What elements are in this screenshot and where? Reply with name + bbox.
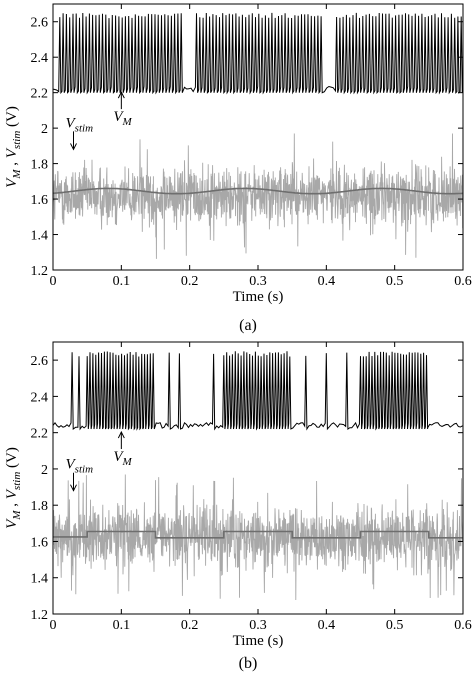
stim-noise-series bbox=[53, 474, 463, 601]
chart-panel-a: 0 0.1 0.2 0.3 0.4 0.5 0.6 1.2 1.4 1.6 1.8 2 2.2 2.4 2.… bbox=[4, 3, 472, 305]
x-tick-label: 0.6 bbox=[454, 618, 472, 633]
stim-mean-series bbox=[53, 530, 463, 539]
y-axis-label-v1: V bbox=[4, 518, 20, 529]
y-tick-label: 2 bbox=[41, 122, 48, 137]
annotation-label: VM bbox=[113, 109, 132, 128]
y-tick-label: 1.4 bbox=[31, 229, 49, 244]
plot-area bbox=[53, 351, 463, 601]
x-tick-label: 0.4 bbox=[318, 274, 336, 289]
stim-noise-series bbox=[53, 133, 463, 259]
x-tick-label: 0.3 bbox=[249, 618, 267, 633]
annotation-sub: M bbox=[122, 456, 133, 468]
y-tick-label: 2.6 bbox=[31, 354, 49, 369]
y-axis-label-s2: stim bbox=[11, 131, 23, 149]
y-axis-label-v2: V bbox=[4, 488, 20, 499]
annotation-base: V bbox=[113, 449, 124, 465]
x-tick-label: 0.3 bbox=[249, 274, 267, 289]
y-tick-label: 2.4 bbox=[31, 51, 49, 66]
y-axis-label: VM , Vstim (V) bbox=[4, 447, 23, 529]
annotation-arrowhead bbox=[70, 143, 77, 151]
annotation-base: V bbox=[66, 457, 77, 473]
y-tick-label: 1.8 bbox=[31, 499, 49, 514]
annotation-label: VM bbox=[113, 449, 132, 468]
y-tick-label: 1.2 bbox=[31, 264, 49, 279]
x-tick-label: 0.5 bbox=[386, 274, 404, 289]
x-axis-label: Time (s) bbox=[233, 633, 284, 649]
x-tick-label: 0 bbox=[50, 618, 57, 633]
annotation-base: V bbox=[113, 109, 124, 125]
y-axis-label-sep: , bbox=[4, 499, 20, 510]
x-tick-label: 0.1 bbox=[113, 274, 131, 289]
y-tick-label: 1.6 bbox=[31, 193, 49, 208]
x-tick-label: 0.5 bbox=[386, 618, 404, 633]
annotation-label: Vstim bbox=[66, 457, 94, 476]
x-tick-label: 0.4 bbox=[318, 618, 336, 633]
caption-b: (b) bbox=[239, 655, 258, 672]
annotation-arrowhead bbox=[117, 91, 125, 99]
y-axis-label-unit: (V) bbox=[4, 447, 20, 472]
y-tick-label: 2.2 bbox=[31, 87, 49, 102]
y-axis-label-v2: V bbox=[4, 147, 20, 158]
y-axis-label-v1: V bbox=[4, 177, 20, 188]
x-tick-label: 0.1 bbox=[113, 618, 131, 633]
chart-panel-b: 0 0.1 0.2 0.3 0.4 0.5 0.6 1.2 1.4 1.6 1.8 2 2.2 2.4 2.… bbox=[4, 341, 472, 649]
annotation-sub: stim bbox=[75, 464, 93, 476]
annotation-arrowhead bbox=[70, 484, 77, 492]
x-tick-label: 0.6 bbox=[454, 274, 472, 289]
y-tick-label: 2 bbox=[41, 463, 48, 478]
y-tick-label: 1.6 bbox=[31, 535, 49, 550]
annotation-base: V bbox=[66, 115, 77, 131]
x-tick-label: 0 bbox=[50, 274, 57, 289]
stim-mean-series bbox=[53, 187, 463, 195]
y-tick-label: 1.8 bbox=[31, 158, 49, 173]
annotation-sub: stim bbox=[75, 122, 93, 134]
y-axis-label-unit: (V) bbox=[4, 106, 20, 131]
y-tick-label: 1.2 bbox=[31, 608, 49, 623]
y-axis-label-sep: , bbox=[4, 158, 20, 169]
y-tick-label: 2.4 bbox=[31, 390, 49, 405]
y-axis-label: VM , Vstim (V) bbox=[4, 106, 23, 188]
y-axis-label-s1: M bbox=[11, 510, 23, 521]
caption-a: (a) bbox=[239, 317, 257, 334]
vm-series bbox=[53, 12, 463, 95]
annotation-label: Vstim bbox=[66, 115, 94, 134]
y-tick-label: 2.2 bbox=[31, 427, 49, 442]
y-axis-label-s1: M bbox=[11, 169, 23, 180]
y-axis-label-s2: stim bbox=[11, 472, 23, 490]
plot-area bbox=[53, 12, 463, 259]
annotation-arrowhead bbox=[117, 430, 125, 439]
annotation-sub: M bbox=[122, 116, 133, 128]
y-tick-label: 1.4 bbox=[31, 572, 49, 587]
x-tick-label: 0.2 bbox=[181, 274, 199, 289]
y-tick-label: 2.6 bbox=[31, 16, 49, 31]
x-axis-label: Time (s) bbox=[233, 289, 284, 305]
x-tick-label: 0.2 bbox=[181, 618, 199, 633]
vm-series bbox=[53, 351, 463, 431]
